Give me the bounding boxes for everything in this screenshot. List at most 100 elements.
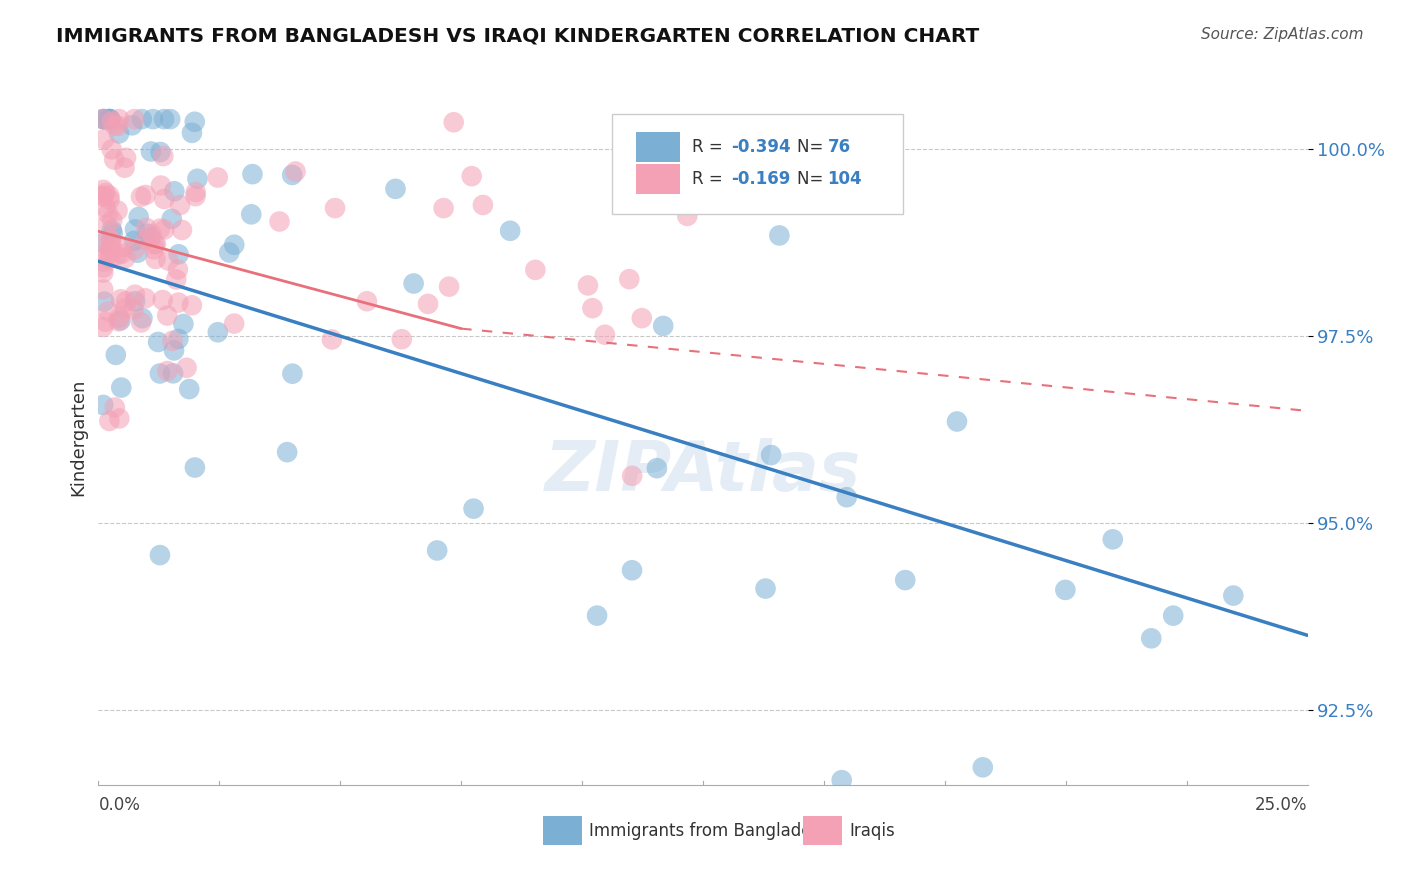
Point	[127, 245, 149, 260]
Point	[91, 235, 114, 250]
Point	[91, 112, 114, 127]
Point	[162, 367, 184, 381]
Point	[946, 415, 969, 429]
Point	[149, 548, 172, 562]
Point	[831, 773, 853, 788]
Point	[107, 119, 129, 133]
Point	[163, 184, 186, 198]
Point	[139, 145, 162, 159]
Point	[323, 201, 346, 215]
Point	[242, 167, 264, 181]
Point	[131, 311, 153, 326]
Point	[167, 295, 190, 310]
Point	[179, 382, 201, 396]
Point	[104, 401, 127, 415]
Point	[224, 317, 246, 331]
Point	[645, 461, 668, 475]
Point	[184, 189, 207, 203]
FancyBboxPatch shape	[637, 132, 681, 161]
Point	[619, 272, 641, 286]
Point	[112, 240, 135, 254]
Point	[894, 573, 917, 587]
Point	[94, 315, 117, 329]
Point	[156, 309, 179, 323]
Point	[972, 760, 994, 774]
Point	[149, 178, 172, 193]
Text: 0.0%: 0.0%	[98, 797, 141, 814]
Point	[128, 210, 150, 224]
Point	[107, 314, 129, 328]
Point	[129, 316, 152, 330]
Point	[115, 151, 138, 165]
Point	[108, 127, 131, 141]
Point	[186, 171, 208, 186]
Point	[136, 227, 159, 241]
Point	[135, 221, 157, 235]
Point	[104, 348, 127, 362]
Point	[460, 169, 482, 183]
Point	[96, 218, 118, 232]
Point	[114, 251, 136, 265]
Point	[91, 112, 114, 127]
Point	[153, 222, 176, 236]
Point	[443, 115, 465, 129]
Point	[104, 119, 127, 133]
Point	[1101, 533, 1123, 547]
Point	[621, 468, 644, 483]
Point	[218, 245, 240, 260]
Point	[114, 301, 136, 316]
Point	[100, 233, 122, 247]
Point	[143, 243, 166, 257]
Point	[149, 145, 172, 159]
Point	[145, 252, 167, 266]
Point	[586, 608, 609, 623]
Point	[98, 244, 121, 258]
Point	[162, 334, 184, 348]
Point	[143, 237, 166, 252]
Text: IMMIGRANTS FROM BANGLADESH VS IRAQI KINDERGARTEN CORRELATION CHART: IMMIGRANTS FROM BANGLADESH VS IRAQI KIND…	[56, 27, 980, 45]
Y-axis label: Kindergarten: Kindergarten	[69, 378, 87, 496]
Point	[160, 211, 183, 226]
Text: ZIPAtlas: ZIPAtlas	[546, 438, 860, 506]
Text: -0.169: -0.169	[731, 170, 790, 188]
Point	[176, 360, 198, 375]
Point	[124, 222, 146, 236]
Point	[129, 190, 152, 204]
Point	[91, 236, 114, 251]
Point	[1054, 582, 1077, 597]
Point	[835, 490, 858, 504]
Point	[630, 311, 652, 326]
Point	[621, 563, 644, 577]
Point	[759, 448, 782, 462]
Point	[181, 126, 204, 140]
Point	[91, 260, 114, 275]
Point	[676, 209, 699, 223]
Text: R =: R =	[692, 138, 728, 156]
Point	[281, 367, 304, 381]
Point	[432, 201, 454, 215]
Point	[184, 185, 207, 199]
Point	[108, 411, 131, 425]
Point	[100, 114, 122, 128]
Point	[167, 247, 190, 261]
Point	[391, 332, 413, 346]
Point	[98, 112, 121, 127]
Point	[224, 237, 246, 252]
Point	[131, 112, 153, 127]
Point	[98, 112, 121, 127]
Point	[156, 364, 179, 378]
Point	[754, 582, 776, 596]
Point	[1222, 589, 1244, 603]
Point	[124, 287, 146, 301]
Point	[170, 223, 193, 237]
Point	[94, 200, 117, 214]
Point	[91, 283, 114, 297]
Point	[100, 223, 122, 237]
Point	[152, 149, 174, 163]
Point	[149, 367, 172, 381]
Point	[97, 304, 120, 318]
Point	[94, 112, 117, 127]
Point	[153, 112, 176, 127]
Point	[1161, 608, 1184, 623]
Point	[110, 292, 132, 306]
